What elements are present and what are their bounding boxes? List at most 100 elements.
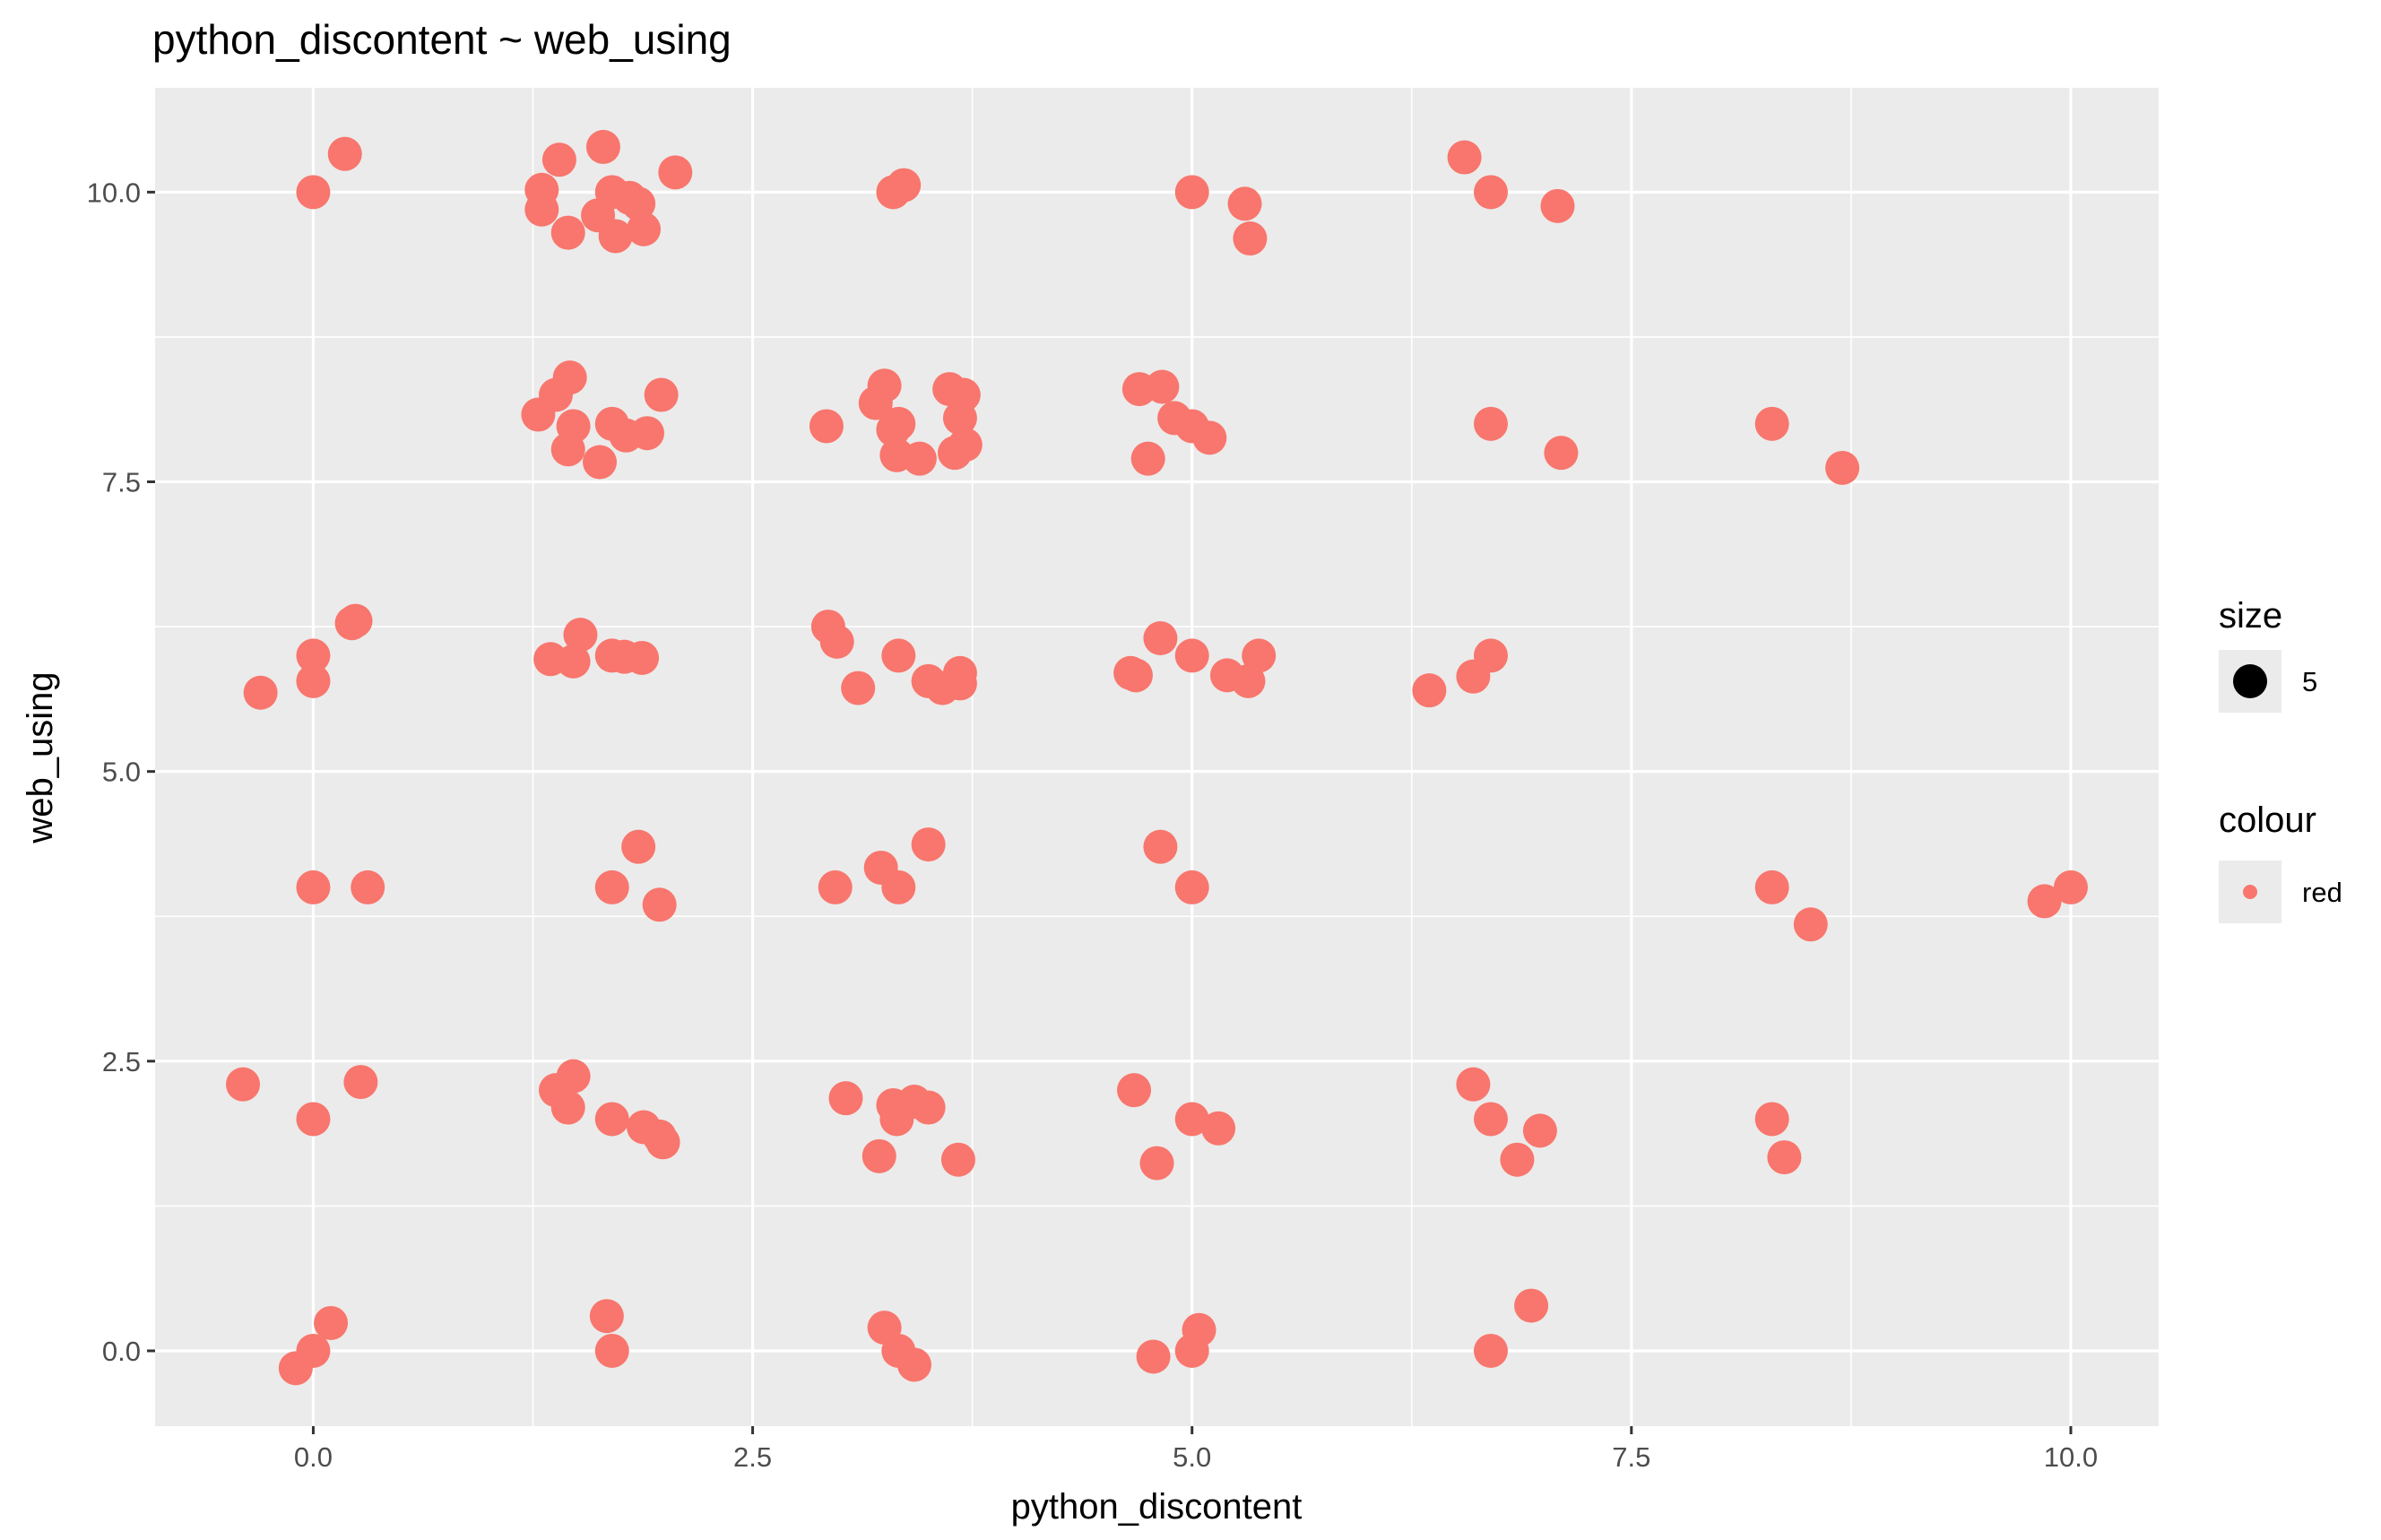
data-point [552,360,587,395]
data-point [550,1090,585,1125]
data-point [896,1347,931,1382]
data-point [881,869,916,904]
data-point [1118,658,1153,693]
data-point [828,1081,863,1116]
data-point [809,409,844,444]
data-point [296,869,331,904]
data-point [1227,186,1262,221]
legend-size-key [2233,664,2267,698]
y-tick-label: 10.0 [87,177,141,208]
data-point [1130,441,1165,476]
data-point [243,675,278,710]
legend-size-title: size [2219,596,2282,636]
data-point [1474,1102,1508,1137]
data-point [658,155,693,190]
data-point [887,168,922,203]
legend-colour-key [2243,885,2257,899]
data-point [296,1102,331,1137]
data-point [296,1333,331,1368]
data-point [818,869,853,904]
data-point [1754,406,1789,441]
x-axis-ticks: 0.0 2.5 5.0 7.5 10.0 [294,1426,2098,1473]
data-point [1117,1073,1152,1108]
data-point [556,644,591,679]
data-point [1201,1111,1236,1146]
data-point [296,638,331,673]
data-point [881,638,916,673]
x-tick-label: 0.0 [294,1441,333,1473]
data-point [1447,140,1482,175]
data-point [948,428,983,463]
data-point [1139,1146,1174,1181]
data-point [841,671,876,705]
data-point [589,1299,624,1334]
data-point [327,136,362,171]
data-point [351,869,385,904]
data-point [1514,1288,1549,1323]
data-point [1145,369,1180,404]
data-point [563,618,598,653]
chart-title: python_discontent ~ web_using [152,16,732,63]
data-point [1192,420,1227,455]
legend-colour-title: colour [2219,800,2316,840]
data-point [1233,221,1268,256]
data-point [881,406,916,441]
data-point [594,1102,629,1137]
y-axis-title: web_using [21,671,60,844]
y-tick-label: 5.0 [102,757,141,788]
x-axis-title: python_discontent [1011,1487,1303,1527]
data-point [1754,1102,1789,1137]
data-point [2027,884,2062,919]
data-point [1540,188,1575,223]
data-point [1474,175,1508,210]
data-point [585,129,620,164]
data-point [556,1059,591,1094]
data-point [1182,1312,1216,1347]
data-point [550,432,585,467]
data-point [524,192,559,227]
legend-colour-label: red [2302,877,2342,908]
x-tick-label: 5.0 [1173,1441,1211,1473]
data-point [1174,1102,1209,1137]
data-point [2053,869,2088,904]
data-point [1500,1142,1535,1177]
data-point [625,640,660,675]
data-point [1767,1140,1802,1175]
data-point [911,827,946,862]
data-point [343,1065,378,1100]
data-point [1136,1339,1171,1374]
y-tick-label: 2.5 [102,1046,141,1077]
data-point [1412,673,1447,708]
legend-size-label: 5 [2302,666,2317,697]
data-point [621,186,656,221]
plot-panel [155,88,2159,1426]
data-point [902,441,937,476]
data-point [1544,436,1579,471]
data-point [314,1305,349,1340]
data-point [1522,1113,1557,1148]
data-point [598,219,633,254]
data-point [583,445,618,480]
y-tick-label: 7.5 [102,466,141,497]
legend: size 5 colour red [2219,596,2342,923]
data-point [911,1090,946,1125]
data-point [1143,829,1178,864]
data-point [1242,638,1277,673]
data-point [861,1138,896,1173]
data-point [1754,869,1789,904]
data-point [1474,638,1508,673]
data-point [1793,907,1828,942]
data-point [226,1067,261,1102]
data-point [940,1142,975,1177]
data-point [644,377,679,412]
data-point [946,377,981,412]
data-point [594,869,629,904]
data-point [867,368,902,403]
data-point [1174,175,1209,210]
data-point [1231,663,1266,698]
data-point [338,603,373,638]
y-tick-label: 0.0 [102,1336,141,1367]
y-axis-ticks: 0.0 2.5 5.0 7.5 10.0 [87,177,155,1367]
data-point [296,663,331,698]
